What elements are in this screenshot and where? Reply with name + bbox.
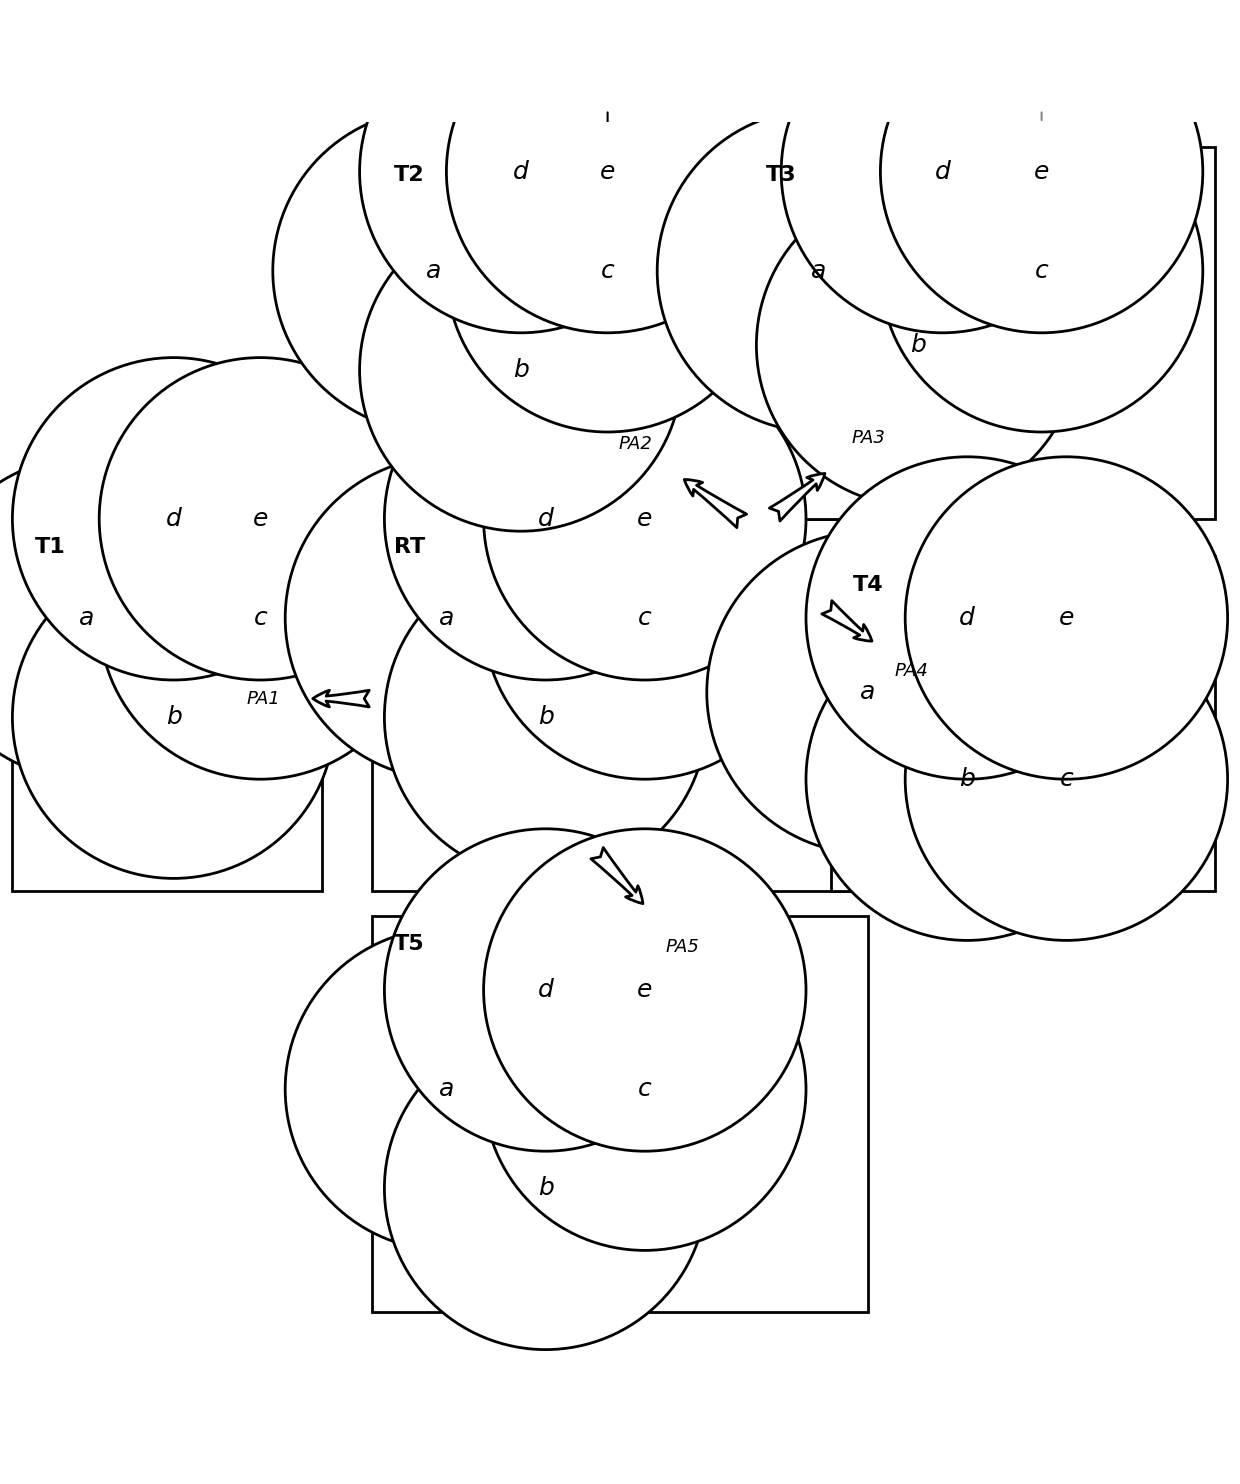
Circle shape [781, 10, 1104, 332]
FancyBboxPatch shape [12, 519, 322, 890]
Circle shape [384, 1027, 707, 1349]
Text: c: c [637, 605, 652, 631]
Text: c: c [1034, 258, 1049, 283]
Circle shape [0, 457, 248, 779]
Circle shape [484, 828, 806, 1152]
Text: c: c [253, 605, 268, 631]
Text: b: b [538, 705, 553, 729]
FancyBboxPatch shape [372, 147, 682, 519]
Text: e: e [637, 508, 652, 531]
Text: e: e [1034, 160, 1049, 184]
Circle shape [273, 110, 595, 432]
Text: T2: T2 [394, 165, 425, 186]
Circle shape [484, 457, 806, 779]
Text: d: d [960, 605, 975, 631]
Circle shape [806, 457, 1128, 779]
Text: b: b [538, 1177, 553, 1201]
Text: d: d [538, 508, 553, 531]
Text: PA4: PA4 [894, 662, 929, 680]
Circle shape [12, 358, 335, 680]
Text: T5: T5 [394, 935, 425, 954]
Text: T1: T1 [35, 537, 66, 558]
Text: d: d [538, 978, 553, 1002]
Text: PA2: PA2 [619, 435, 652, 454]
Circle shape [657, 110, 980, 432]
Circle shape [484, 358, 806, 680]
FancyBboxPatch shape [372, 519, 868, 890]
Text: a: a [861, 680, 875, 705]
Text: d: d [513, 160, 528, 184]
Circle shape [446, 110, 769, 432]
Text: a: a [439, 605, 454, 631]
Circle shape [99, 358, 422, 680]
Circle shape [756, 184, 1079, 506]
Circle shape [707, 531, 1029, 853]
Text: RT: RT [394, 537, 425, 558]
Text: T4: T4 [853, 574, 884, 595]
Circle shape [905, 457, 1228, 779]
Text: e: e [600, 160, 615, 184]
Text: PA5: PA5 [665, 938, 699, 956]
Circle shape [360, 10, 682, 332]
Text: PA3: PA3 [851, 429, 885, 447]
Circle shape [285, 928, 608, 1251]
Text: c: c [1059, 767, 1074, 791]
Circle shape [384, 556, 707, 879]
Circle shape [285, 457, 608, 779]
FancyBboxPatch shape [744, 147, 1215, 519]
Circle shape [384, 828, 707, 1152]
Text: b: b [166, 705, 181, 729]
Text: PA1: PA1 [247, 690, 280, 708]
Text: a: a [439, 1077, 454, 1101]
Text: b: b [513, 358, 528, 381]
Text: e: e [253, 508, 268, 531]
Text: c: c [637, 1077, 652, 1101]
FancyBboxPatch shape [831, 556, 1215, 890]
Text: b: b [960, 767, 975, 791]
Text: e: e [1059, 605, 1074, 631]
Circle shape [360, 209, 682, 531]
Text: a: a [811, 258, 826, 283]
Text: c: c [600, 258, 615, 283]
Circle shape [880, 110, 1203, 432]
Text: a: a [427, 258, 441, 283]
Circle shape [905, 617, 1228, 941]
FancyBboxPatch shape [372, 916, 868, 1312]
Circle shape [880, 10, 1203, 332]
Text: T3: T3 [766, 165, 797, 186]
Text: b: b [910, 334, 925, 358]
Text: a: a [79, 605, 94, 631]
Text: e: e [637, 978, 652, 1002]
Circle shape [484, 928, 806, 1251]
Circle shape [384, 358, 707, 680]
Circle shape [446, 10, 769, 332]
Circle shape [99, 457, 422, 779]
Text: d: d [166, 508, 181, 531]
Circle shape [806, 617, 1128, 941]
Circle shape [12, 556, 335, 879]
Text: d: d [935, 160, 950, 184]
